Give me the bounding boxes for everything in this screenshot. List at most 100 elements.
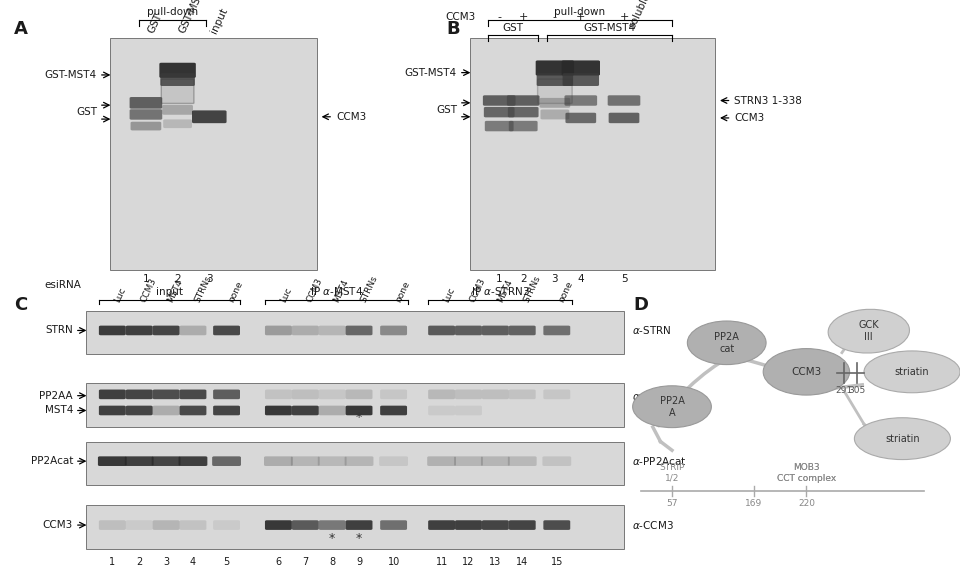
FancyBboxPatch shape xyxy=(507,95,540,106)
FancyBboxPatch shape xyxy=(543,389,570,399)
FancyBboxPatch shape xyxy=(180,520,206,530)
FancyBboxPatch shape xyxy=(126,389,153,399)
Text: IP $\alpha$-STRN3: IP $\alpha$-STRN3 xyxy=(470,285,530,297)
FancyBboxPatch shape xyxy=(454,456,483,466)
FancyBboxPatch shape xyxy=(99,325,126,335)
Text: -: - xyxy=(553,12,557,23)
Text: +: + xyxy=(619,12,629,23)
Text: $\alpha$-PP2Acat: $\alpha$-PP2Acat xyxy=(632,455,686,467)
FancyBboxPatch shape xyxy=(428,389,455,399)
FancyBboxPatch shape xyxy=(126,520,153,530)
FancyBboxPatch shape xyxy=(564,95,597,106)
Text: STRIP
1/2: STRIP 1/2 xyxy=(660,464,684,483)
FancyBboxPatch shape xyxy=(161,79,194,103)
FancyBboxPatch shape xyxy=(508,456,537,466)
Text: *: * xyxy=(356,411,362,424)
Text: CCM3: CCM3 xyxy=(468,277,488,304)
FancyBboxPatch shape xyxy=(563,73,599,86)
FancyBboxPatch shape xyxy=(380,389,407,399)
Text: 2: 2 xyxy=(136,557,142,567)
FancyBboxPatch shape xyxy=(131,121,161,130)
FancyBboxPatch shape xyxy=(265,406,292,415)
FancyBboxPatch shape xyxy=(608,95,640,106)
Text: D: D xyxy=(634,296,649,314)
FancyBboxPatch shape xyxy=(543,520,570,530)
FancyBboxPatch shape xyxy=(509,520,536,530)
Text: soluble: soluble xyxy=(627,0,652,30)
Text: CCM3: CCM3 xyxy=(734,113,765,123)
FancyBboxPatch shape xyxy=(179,456,207,466)
FancyBboxPatch shape xyxy=(130,109,162,120)
FancyBboxPatch shape xyxy=(292,389,319,399)
Text: 4: 4 xyxy=(578,274,584,284)
Text: 57: 57 xyxy=(666,499,678,508)
FancyBboxPatch shape xyxy=(346,389,372,399)
Text: PP2A
A: PP2A A xyxy=(660,396,684,418)
Text: PP2AA: PP2AA xyxy=(39,390,73,401)
Text: GST-MST4: GST-MST4 xyxy=(405,67,457,78)
Text: GST: GST xyxy=(436,105,457,115)
Bar xyxy=(86,505,624,549)
Text: CCM3: CCM3 xyxy=(444,12,475,23)
FancyBboxPatch shape xyxy=(192,110,227,123)
FancyBboxPatch shape xyxy=(346,325,372,335)
FancyBboxPatch shape xyxy=(537,73,573,86)
Text: PP2A
cat: PP2A cat xyxy=(714,332,739,354)
FancyBboxPatch shape xyxy=(485,121,514,131)
Text: none: none xyxy=(394,279,411,304)
FancyBboxPatch shape xyxy=(379,456,408,466)
FancyBboxPatch shape xyxy=(291,456,320,466)
Text: $\alpha$-STRN: $\alpha$-STRN xyxy=(632,324,671,336)
FancyBboxPatch shape xyxy=(152,456,180,466)
Text: Luc: Luc xyxy=(112,286,127,304)
FancyBboxPatch shape xyxy=(265,325,292,335)
FancyBboxPatch shape xyxy=(153,520,180,530)
Ellipse shape xyxy=(687,321,766,365)
Text: 5: 5 xyxy=(621,274,627,284)
FancyBboxPatch shape xyxy=(212,456,241,466)
FancyBboxPatch shape xyxy=(536,60,574,76)
Text: A: A xyxy=(14,20,28,38)
Text: 9: 9 xyxy=(356,557,362,567)
Text: striatin: striatin xyxy=(885,433,920,444)
Text: CCM3: CCM3 xyxy=(305,277,324,304)
Ellipse shape xyxy=(854,418,950,460)
Text: 305: 305 xyxy=(849,386,866,394)
FancyBboxPatch shape xyxy=(99,520,126,530)
Text: B: B xyxy=(446,20,460,38)
Text: 14: 14 xyxy=(516,557,528,567)
Text: MOB3
CCT complex: MOB3 CCT complex xyxy=(777,464,836,483)
Text: 11: 11 xyxy=(436,557,447,567)
Text: GST-MST4: GST-MST4 xyxy=(584,23,636,33)
FancyBboxPatch shape xyxy=(427,456,456,466)
Text: C: C xyxy=(14,296,28,314)
FancyBboxPatch shape xyxy=(482,520,509,530)
Text: *: * xyxy=(329,532,335,544)
Text: input: input xyxy=(156,287,183,297)
FancyBboxPatch shape xyxy=(540,109,569,119)
Text: 8: 8 xyxy=(329,557,335,567)
FancyBboxPatch shape xyxy=(380,406,407,415)
Text: GST-MST4: GST-MST4 xyxy=(178,0,208,35)
Bar xyxy=(86,311,624,354)
FancyBboxPatch shape xyxy=(565,113,596,123)
Bar xyxy=(86,383,624,427)
Text: GST: GST xyxy=(502,23,523,33)
Bar xyxy=(470,38,715,270)
Text: 2: 2 xyxy=(175,274,180,284)
Text: 3: 3 xyxy=(206,274,212,284)
Text: 1: 1 xyxy=(143,274,149,284)
Ellipse shape xyxy=(633,386,711,428)
Ellipse shape xyxy=(763,349,850,395)
FancyBboxPatch shape xyxy=(159,63,196,78)
Text: CCM3: CCM3 xyxy=(336,112,367,122)
Text: CCM3: CCM3 xyxy=(791,367,822,377)
Text: MST4: MST4 xyxy=(495,278,514,304)
Text: 291: 291 xyxy=(835,386,852,394)
FancyBboxPatch shape xyxy=(264,456,293,466)
Text: MST4: MST4 xyxy=(332,278,350,304)
FancyBboxPatch shape xyxy=(292,520,319,530)
FancyBboxPatch shape xyxy=(318,456,347,466)
FancyBboxPatch shape xyxy=(483,95,516,106)
Text: GST: GST xyxy=(76,107,97,117)
